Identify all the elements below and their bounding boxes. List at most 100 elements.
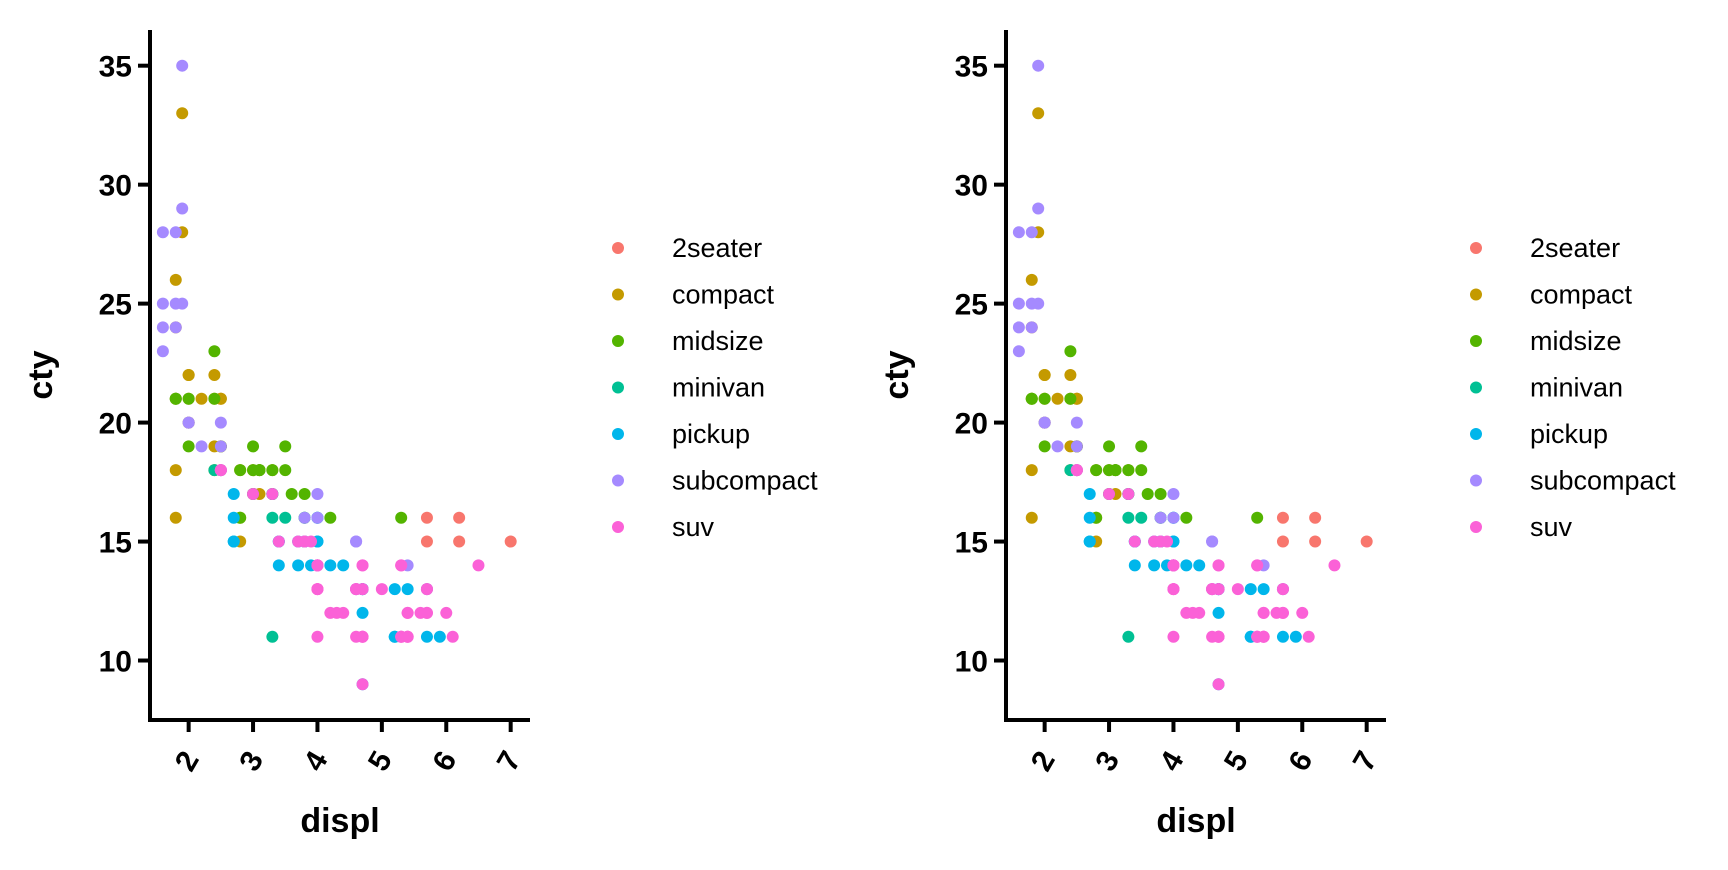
data-point-subcompact	[311, 511, 324, 524]
data-point-suv	[1276, 583, 1289, 596]
data-point-subcompact	[156, 345, 169, 358]
data-point-minivan	[266, 630, 279, 643]
data-point-midsize	[182, 440, 195, 453]
legend-key-pickup	[612, 428, 624, 440]
data-point-suv	[1231, 583, 1244, 596]
data-point-midsize	[1103, 440, 1116, 453]
x-axis-title: displ	[300, 802, 379, 840]
y-tick-label: 35	[99, 51, 132, 84]
data-point-compact	[169, 464, 182, 477]
data-point-midsize	[247, 464, 260, 477]
data-point-suv	[472, 559, 485, 572]
data-point-midsize	[1135, 464, 1148, 477]
data-point-midsize	[1064, 392, 1077, 405]
data-point-subcompact	[169, 226, 182, 239]
data-point-2seater	[1309, 511, 1322, 524]
data-point-midsize	[324, 511, 337, 524]
data-point-suv	[1167, 583, 1180, 596]
data-point-subcompact	[156, 297, 169, 310]
data-point-subcompact	[169, 321, 182, 334]
legend-key-2seater	[1470, 242, 1482, 254]
data-point-suv	[1070, 464, 1083, 477]
data-point-midsize	[1103, 464, 1116, 477]
x-tick-label: 5	[1218, 746, 1255, 777]
x-tick-label: 4	[1154, 745, 1191, 776]
y-tick-label: 10	[99, 646, 132, 679]
data-point-subcompact	[156, 321, 169, 334]
data-point-suv	[311, 583, 324, 596]
data-point-subcompact	[176, 297, 189, 310]
data-point-suv	[446, 630, 459, 643]
legend-key-subcompact	[1470, 474, 1482, 487]
data-point-pickup	[227, 511, 240, 524]
legend-key-subcompact	[612, 474, 624, 487]
legend-key-2seater	[612, 242, 624, 254]
legend-label: 2seater	[1530, 233, 1620, 263]
data-point-minivan	[279, 511, 292, 524]
legend-label: pickup	[1530, 419, 1608, 449]
data-point-compact	[1025, 464, 1038, 477]
data-point-subcompact	[1012, 226, 1025, 239]
data-point-subcompact	[1167, 487, 1180, 500]
data-point-pickup	[1289, 630, 1302, 643]
data-point-pickup	[1083, 511, 1096, 524]
y-axis-title: cty	[22, 350, 60, 399]
data-point-2seater	[1309, 535, 1322, 548]
data-point-2seater	[1276, 535, 1289, 548]
data-point-suv	[1122, 487, 1135, 500]
data-point-suv	[1296, 606, 1309, 619]
data-point-subcompact	[1070, 440, 1083, 453]
data-point-midsize	[298, 487, 311, 500]
data-point-midsize	[285, 487, 298, 500]
data-point-midsize	[395, 511, 408, 524]
data-point-midsize	[247, 440, 260, 453]
x-tick-label: 3	[233, 746, 270, 777]
x-tick-label: 2	[169, 746, 206, 777]
data-point-suv	[1302, 630, 1315, 643]
data-point-pickup	[1276, 630, 1289, 643]
y-tick-label: 25	[99, 289, 132, 322]
data-point-suv	[401, 606, 414, 619]
data-point-pickup	[272, 559, 285, 572]
data-point-pickup	[337, 559, 350, 572]
data-point-subcompact	[1012, 297, 1025, 310]
data-point-subcompact	[1032, 297, 1045, 310]
y-tick-label: 35	[955, 51, 988, 84]
data-point-compact	[1038, 369, 1051, 381]
data-point-midsize	[279, 440, 292, 453]
data-point-midsize	[266, 464, 279, 477]
x-tick-label: 2	[1025, 746, 1062, 777]
legend-label: minivan	[672, 373, 765, 403]
legend-label: compact	[1530, 280, 1633, 310]
data-point-pickup	[1083, 487, 1096, 500]
x-tick-label: 6	[426, 746, 463, 777]
data-point-suv	[311, 630, 324, 643]
data-point-midsize	[1135, 440, 1148, 453]
data-point-suv	[420, 583, 433, 596]
data-point-suv	[356, 630, 369, 643]
data-point-compact	[1032, 107, 1045, 120]
legend-label: 2seater	[672, 233, 762, 263]
data-point-midsize	[1251, 511, 1264, 524]
data-point-suv	[440, 606, 453, 619]
y-axis-title: cty	[878, 350, 916, 399]
data-point-midsize	[234, 464, 247, 477]
legend-label: midsize	[1530, 326, 1622, 356]
data-point-subcompact	[182, 416, 195, 429]
data-point-2seater	[420, 511, 433, 524]
data-point-pickup	[356, 606, 369, 619]
data-point-suv	[350, 583, 363, 596]
x-tick-label: 7	[491, 746, 528, 777]
data-point-suv	[1212, 678, 1225, 691]
data-point-subcompact	[176, 59, 189, 72]
legend-key-minivan	[612, 381, 624, 394]
data-point-pickup	[292, 559, 305, 572]
data-point-subcompact	[1012, 345, 1025, 358]
legend-key-compact	[1470, 288, 1482, 301]
data-point-suv	[414, 606, 427, 619]
legend-key-pickup	[1470, 428, 1482, 440]
data-point-pickup	[401, 583, 414, 596]
data-point-suv	[247, 487, 260, 500]
legend-label: pickup	[672, 419, 750, 449]
